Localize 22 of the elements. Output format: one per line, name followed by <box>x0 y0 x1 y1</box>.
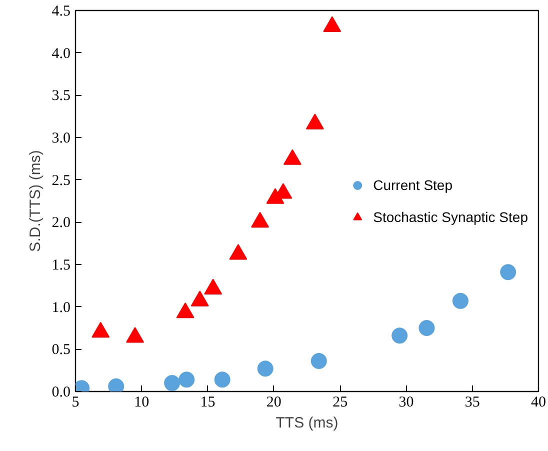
y-tick-label: 0.5 <box>52 342 70 358</box>
legend-label: Stochastic Synaptic Step <box>373 208 528 224</box>
x-tick-label: 5 <box>72 394 80 410</box>
y-tick-label: 1.5 <box>52 258 70 274</box>
x-tick-label: 30 <box>398 394 414 410</box>
x-tick-label: 10 <box>134 394 150 410</box>
y-tick-label: 2.0 <box>52 215 70 232</box>
x-tick-label: 35 <box>464 394 480 410</box>
y-tick-label: 3.0 <box>52 130 70 146</box>
y-tick-label: 2.5 <box>52 172 70 189</box>
y-axis-title: S.D.(TTS) (ms) <box>26 150 44 252</box>
x-tick-label: 40 <box>531 394 546 410</box>
y-tick-label: 4.5 <box>52 4 70 20</box>
x-axis-title: TTS (ms) <box>276 414 338 432</box>
x-tick-label: 25 <box>332 394 348 410</box>
y-tick-label: 0.0 <box>52 384 70 400</box>
legend-label: Current Step <box>373 176 452 192</box>
x-tick-label: 20 <box>266 394 282 410</box>
x-tick-label: 15 <box>200 394 216 410</box>
y-tick-label: 1.0 <box>52 300 70 316</box>
y-tick-label: 4.0 <box>52 46 70 62</box>
y-tick-label: 3.5 <box>52 88 70 104</box>
